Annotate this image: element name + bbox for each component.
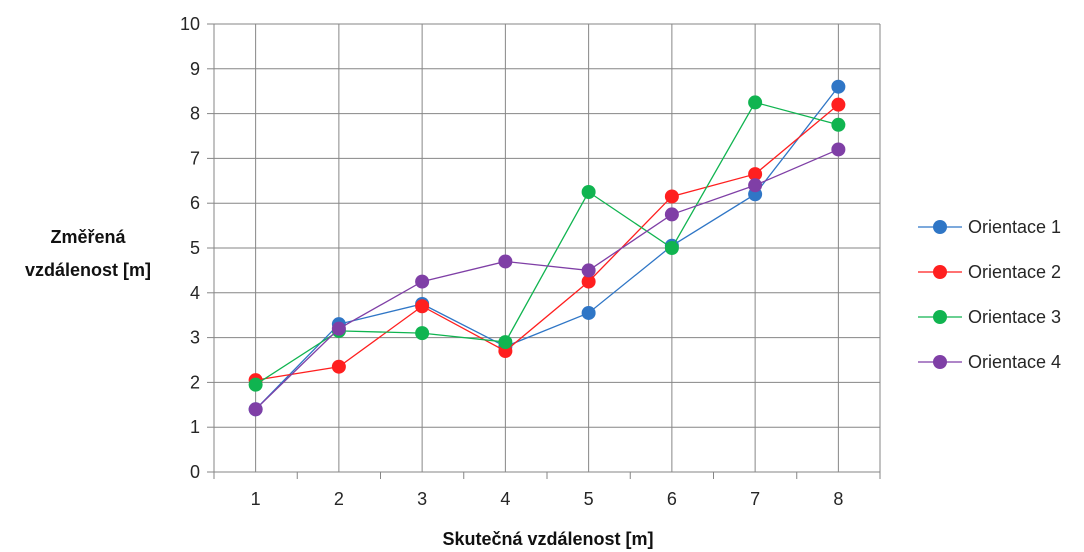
legend-item: Orientace 2 bbox=[918, 262, 1061, 282]
y-tick-label: 2 bbox=[190, 372, 200, 392]
legend-marker bbox=[933, 220, 947, 234]
data-point bbox=[415, 274, 430, 289]
label-layer: Skutečná vzdálenost [m] Změřená vzdáleno… bbox=[25, 227, 654, 549]
x-tick-label: 7 bbox=[750, 489, 760, 509]
x-tick-label: 8 bbox=[833, 489, 843, 509]
y-tick-label: 5 bbox=[190, 238, 200, 258]
y-tick-label: 9 bbox=[190, 59, 200, 79]
data-point bbox=[831, 142, 846, 157]
legend-marker bbox=[933, 355, 947, 369]
series-4 bbox=[248, 142, 846, 417]
x-tick-label: 2 bbox=[334, 489, 344, 509]
legend-label: Orientace 1 bbox=[968, 217, 1061, 237]
y-tick-label: 3 bbox=[190, 328, 200, 348]
legend: Orientace 1 Orientace 2 Orientace 3 Orienta… bbox=[918, 217, 1061, 372]
y-axis-title-line-1: Změřená bbox=[50, 227, 126, 247]
data-point bbox=[415, 299, 430, 314]
data-point bbox=[748, 167, 763, 182]
series-line bbox=[255, 104, 839, 381]
x-tick-label: 1 bbox=[251, 489, 261, 509]
y-tick-label: 7 bbox=[190, 148, 200, 168]
x-tick-label: 3 bbox=[417, 489, 427, 509]
y-tick-label: 1 bbox=[190, 417, 200, 437]
legend-item: Orientace 1 bbox=[918, 217, 1061, 237]
series-3 bbox=[248, 95, 846, 392]
data-point bbox=[664, 189, 679, 204]
legend-label: Orientace 3 bbox=[968, 307, 1061, 327]
data-point bbox=[415, 326, 430, 341]
data-point bbox=[248, 377, 263, 392]
x-tick-label: 4 bbox=[500, 489, 510, 509]
grid-layer bbox=[214, 23, 880, 473]
data-point bbox=[581, 305, 596, 320]
y-tick-label: 0 bbox=[190, 462, 200, 482]
x-tick-label: 5 bbox=[584, 489, 594, 509]
data-point bbox=[664, 207, 679, 222]
legend-label: Orientace 2 bbox=[968, 262, 1061, 282]
y-tick-label: 6 bbox=[190, 193, 200, 213]
x-axis-title: Skutečná vzdálenost [m] bbox=[442, 529, 653, 549]
legend-item: Orientace 3 bbox=[918, 307, 1061, 327]
data-point bbox=[831, 79, 846, 94]
data-point bbox=[581, 263, 596, 278]
series-layer bbox=[248, 79, 846, 417]
data-point bbox=[581, 274, 596, 289]
data-point bbox=[581, 185, 596, 199]
y-tick-label: 10 bbox=[180, 14, 200, 34]
data-point bbox=[664, 241, 679, 255]
legend-item: Orientace 4 bbox=[918, 352, 1061, 372]
legend-marker bbox=[933, 265, 947, 279]
data-point bbox=[831, 117, 846, 132]
y-tick-label: 4 bbox=[190, 283, 200, 303]
data-point bbox=[748, 95, 763, 110]
y-axis-title-line-2: vzdálenost [m] bbox=[25, 260, 151, 280]
legend-marker bbox=[933, 310, 947, 324]
series-line bbox=[255, 148, 839, 410]
data-point bbox=[748, 178, 763, 193]
axis-layer: 0 1 2 3 4 5 6 7 8 9 10 1 2 3 4 5 6 7 8 bbox=[180, 14, 881, 509]
data-point bbox=[331, 359, 346, 374]
legend-label: Orientace 4 bbox=[968, 352, 1061, 372]
data-point bbox=[331, 321, 346, 336]
x-tick-label: 6 bbox=[667, 489, 677, 509]
data-point bbox=[498, 254, 513, 269]
data-point bbox=[498, 335, 513, 350]
y-tick-label: 8 bbox=[190, 104, 200, 124]
series-line bbox=[255, 101, 839, 386]
data-point bbox=[248, 402, 263, 417]
series-2 bbox=[248, 97, 846, 388]
data-point bbox=[831, 97, 846, 112]
